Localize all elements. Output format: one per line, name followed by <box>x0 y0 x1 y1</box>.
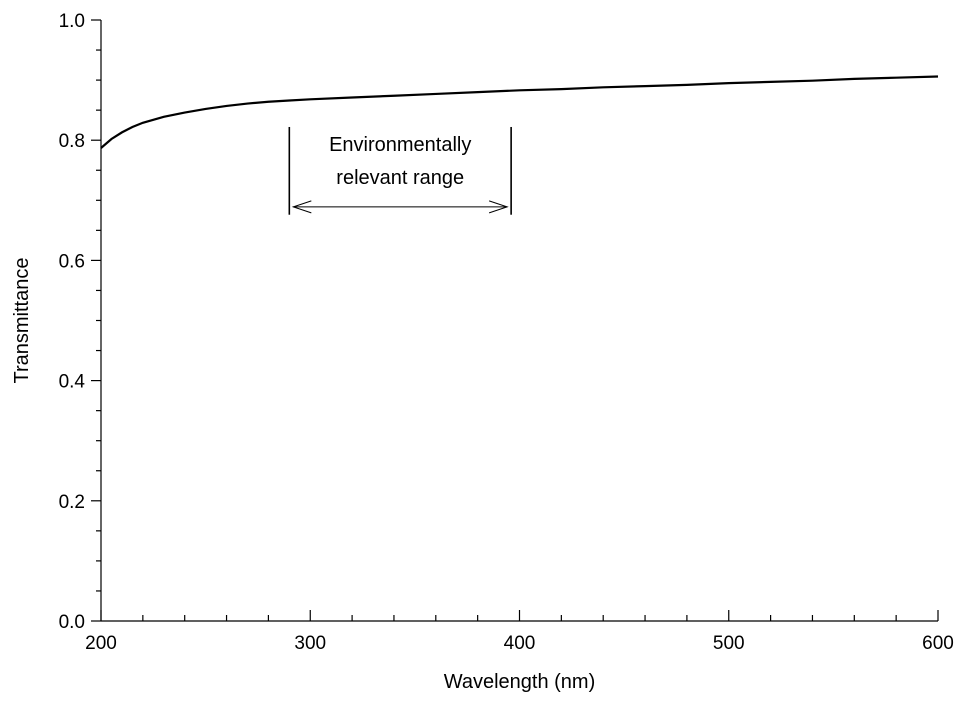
x-tick-label: 300 <box>294 633 326 654</box>
x-tick-label: 600 <box>922 633 954 654</box>
x-tick-label: 200 <box>85 633 117 654</box>
y-axis-title: Transmittance <box>11 258 33 384</box>
y-tick-label: 0.2 <box>59 492 85 513</box>
y-tick-label: 0.8 <box>59 131 85 152</box>
range-arrow-head-left <box>291 200 312 214</box>
series-layer <box>100 75 939 149</box>
y-tick-label: 0.6 <box>59 251 85 272</box>
annotation-text-line-1: Environmentally <box>329 134 471 156</box>
x-tick-label: 500 <box>713 633 745 654</box>
series-line <box>100 75 939 149</box>
y-tick-label: 0.4 <box>59 372 86 393</box>
y-tick-label: 1.0 <box>59 11 85 32</box>
axis-ticks <box>91 19 939 622</box>
tick-labels: 200 300 400 500 600 0.0 0.2 0.4 0.6 0.8 1.0 <box>59 11 954 654</box>
x-tick-label: 400 <box>504 633 536 654</box>
x-axis-title: Wavelength (nm) <box>444 671 596 693</box>
y-tick-label: 0.0 <box>59 612 85 633</box>
annotation-text-line-2: relevant range <box>336 167 464 189</box>
range-arrow-head-right <box>488 200 509 214</box>
range-annotation: Environmentally relevant range <box>288 126 512 215</box>
